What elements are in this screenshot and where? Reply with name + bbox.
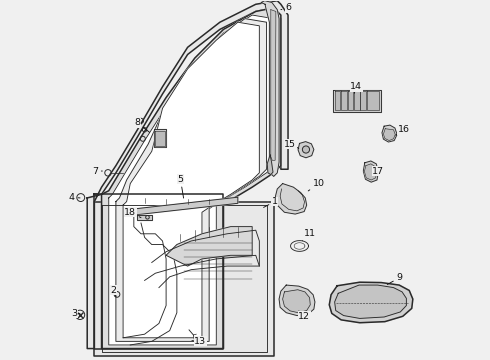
Polygon shape bbox=[116, 19, 267, 341]
Polygon shape bbox=[335, 91, 341, 110]
Text: 17: 17 bbox=[372, 167, 384, 176]
Text: 13: 13 bbox=[192, 337, 206, 346]
Polygon shape bbox=[95, 202, 274, 356]
Polygon shape bbox=[275, 184, 307, 214]
Polygon shape bbox=[383, 129, 395, 140]
Text: 18: 18 bbox=[124, 208, 141, 218]
Polygon shape bbox=[123, 22, 259, 338]
Text: 2: 2 bbox=[110, 286, 116, 297]
Polygon shape bbox=[267, 155, 273, 175]
Text: 11: 11 bbox=[302, 229, 316, 241]
Text: 1: 1 bbox=[264, 197, 278, 207]
Polygon shape bbox=[109, 15, 274, 345]
Text: 12: 12 bbox=[298, 311, 310, 321]
Polygon shape bbox=[367, 91, 379, 110]
Polygon shape bbox=[347, 91, 353, 110]
Polygon shape bbox=[166, 226, 252, 266]
Polygon shape bbox=[261, 1, 279, 176]
Polygon shape bbox=[87, 1, 288, 348]
Polygon shape bbox=[101, 8, 281, 348]
Polygon shape bbox=[365, 164, 377, 180]
Polygon shape bbox=[341, 91, 347, 110]
Polygon shape bbox=[283, 290, 310, 313]
Polygon shape bbox=[271, 10, 276, 160]
Text: 14: 14 bbox=[350, 82, 362, 93]
Polygon shape bbox=[279, 285, 315, 316]
Polygon shape bbox=[155, 131, 165, 145]
Polygon shape bbox=[333, 90, 381, 112]
Text: 7: 7 bbox=[92, 167, 102, 176]
Polygon shape bbox=[354, 91, 360, 110]
Text: 6: 6 bbox=[281, 3, 291, 12]
Text: 5: 5 bbox=[177, 175, 184, 198]
Polygon shape bbox=[137, 215, 152, 220]
Text: 8: 8 bbox=[134, 118, 149, 132]
Text: 15: 15 bbox=[284, 140, 299, 149]
Text: 3: 3 bbox=[72, 309, 80, 318]
Polygon shape bbox=[335, 285, 406, 319]
Text: 16: 16 bbox=[395, 125, 410, 135]
Polygon shape bbox=[382, 125, 397, 142]
Polygon shape bbox=[329, 282, 413, 323]
Polygon shape bbox=[153, 129, 166, 147]
Polygon shape bbox=[126, 197, 238, 216]
Text: 10: 10 bbox=[308, 179, 324, 191]
Polygon shape bbox=[95, 194, 223, 348]
Circle shape bbox=[302, 146, 310, 153]
Polygon shape bbox=[298, 141, 314, 158]
Text: 9: 9 bbox=[387, 273, 402, 284]
Text: 4: 4 bbox=[69, 193, 80, 202]
Polygon shape bbox=[364, 161, 378, 182]
Polygon shape bbox=[361, 91, 366, 110]
